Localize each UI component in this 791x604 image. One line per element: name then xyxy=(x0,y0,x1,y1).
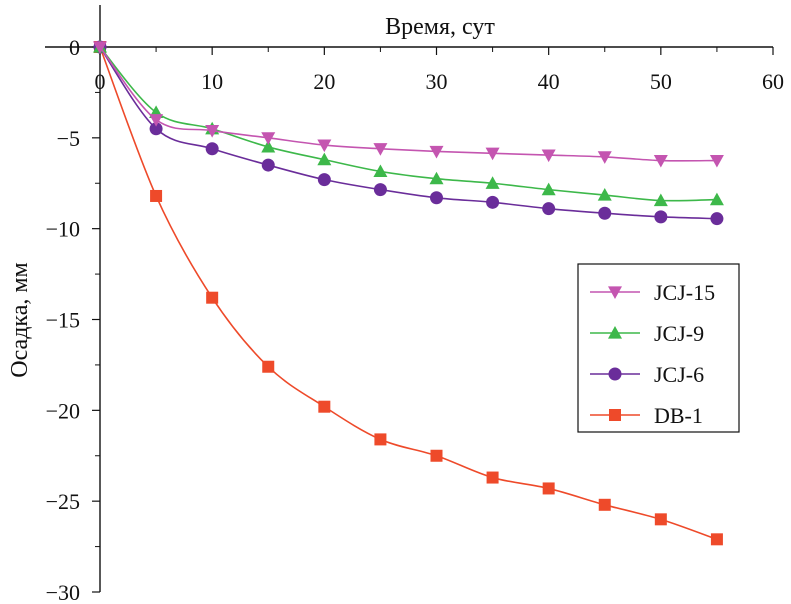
legend-marker xyxy=(608,326,622,339)
data-point-jcj-6 xyxy=(205,142,219,156)
data-point-jcj-9 xyxy=(261,139,276,153)
data-point-jcj-9 xyxy=(541,182,556,196)
data-point-db-1 xyxy=(262,360,275,373)
series-line-jcj-6 xyxy=(99,46,717,220)
data-point-jcj-9 xyxy=(317,152,332,166)
data-point-jcj-9 xyxy=(709,192,724,206)
legend-label: DB-1 xyxy=(654,403,703,428)
data-point-jcj-6 xyxy=(317,173,331,187)
series-jcj-15 xyxy=(93,41,724,168)
data-point-jcj-15 xyxy=(709,154,724,168)
data-point-jcj-15 xyxy=(373,143,388,156)
y-tick-label: −20 xyxy=(46,398,80,423)
data-point-jcj-6 xyxy=(373,183,387,197)
x-tick-label: 20 xyxy=(313,69,335,94)
data-point-jcj-15 xyxy=(205,124,220,138)
legend-item-jcj-15: JCJ-15 xyxy=(590,280,715,305)
series-layer xyxy=(93,40,724,546)
series-jcj-9 xyxy=(93,40,724,207)
legend-label: JCJ-15 xyxy=(654,280,715,305)
legend-marker xyxy=(608,367,622,381)
data-point-jcj-15 xyxy=(541,149,556,163)
data-point-db-1 xyxy=(486,471,499,484)
data-point-db-1 xyxy=(598,498,611,511)
series-line-jcj-9 xyxy=(99,46,717,202)
legend-marker xyxy=(608,286,622,299)
data-point-db-1 xyxy=(654,513,667,526)
x-tick-label: 10 xyxy=(201,69,223,94)
legend-item-jcj-9: JCJ-9 xyxy=(590,321,704,346)
y-tick-label: −10 xyxy=(46,217,80,242)
data-point-jcj-9 xyxy=(485,176,500,189)
x-tick-label: 60 xyxy=(762,69,784,94)
data-point-jcj-15 xyxy=(485,147,500,161)
data-point-jcj-15 xyxy=(653,154,668,168)
data-point-jcj-6 xyxy=(542,202,556,216)
data-point-jcj-15 xyxy=(317,139,332,153)
y-tick-label: −25 xyxy=(46,489,80,514)
data-point-jcj-9 xyxy=(373,164,388,178)
y-tick-label: −5 xyxy=(57,126,80,151)
y-tick-label: −30 xyxy=(46,580,80,604)
data-point-jcj-15 xyxy=(597,151,612,164)
data-point-db-1 xyxy=(374,433,387,446)
y-tick-label: 0 xyxy=(69,35,80,60)
data-point-jcj-15 xyxy=(149,114,164,127)
data-point-jcj-15 xyxy=(429,145,444,159)
legend-marker xyxy=(609,409,621,421)
axes-layer: 0 10 20 30 40 50 60 0 −5 −10 −15 −20 −25 −30 Время, су… xyxy=(7,5,784,604)
legend-label: JCJ-9 xyxy=(654,321,704,346)
data-point-db-1 xyxy=(430,449,443,462)
data-point-jcj-6 xyxy=(654,210,668,224)
data-point-db-1 xyxy=(710,533,723,546)
y-tick-label: −15 xyxy=(46,308,80,333)
data-point-db-1 xyxy=(542,482,555,495)
x-tick-label: 50 xyxy=(650,69,672,94)
data-point-jcj-15 xyxy=(261,132,276,145)
data-point-jcj-9 xyxy=(653,193,668,207)
data-point-jcj-6 xyxy=(486,195,500,209)
data-point-db-1 xyxy=(206,291,219,304)
data-point-jcj-9 xyxy=(597,188,612,201)
data-point-jcj-15 xyxy=(93,41,107,54)
legend-label: JCJ-6 xyxy=(654,362,704,387)
data-point-jcj-9 xyxy=(429,171,444,185)
data-point-jcj-6 xyxy=(430,191,443,205)
data-point-jcj-6 xyxy=(598,206,612,220)
legend-item-jcj-6: JCJ-6 xyxy=(590,362,704,387)
x-axis-title: Время, сут xyxy=(385,14,495,40)
x-tick-label: 30 xyxy=(426,69,448,94)
legend: JCJ-15 JCJ-9 JCJ-6 DB-1 xyxy=(577,263,740,433)
x-tick-label: 40 xyxy=(538,69,560,94)
data-point-jcj-6 xyxy=(261,158,275,172)
data-point-jcj-6 xyxy=(710,212,724,226)
data-point-db-1 xyxy=(150,189,163,202)
data-point-jcj-6 xyxy=(149,122,163,136)
legend-item-db-1: DB-1 xyxy=(590,403,703,428)
series-db-1 xyxy=(94,41,723,546)
data-point-db-1 xyxy=(318,400,331,413)
y-axis-title: Осадка, мм xyxy=(7,262,33,377)
x-tick-label: 0 xyxy=(95,69,106,94)
